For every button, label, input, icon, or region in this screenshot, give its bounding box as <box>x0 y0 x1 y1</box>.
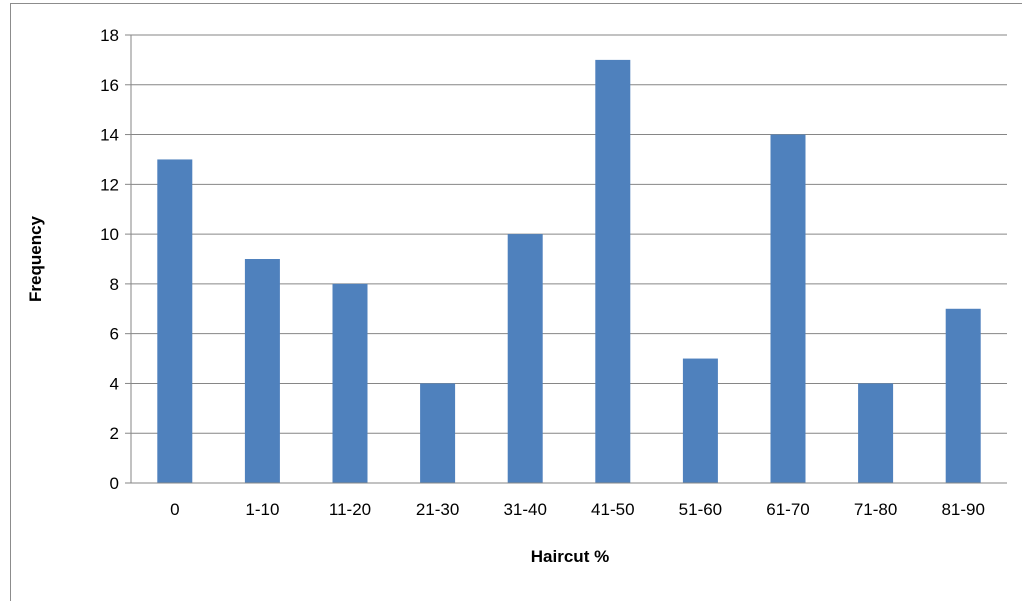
x-tick-label: 0 <box>170 500 179 519</box>
bar-61-70 <box>770 134 806 484</box>
x-tick-label: 11-20 <box>329 500 371 519</box>
y-tick-label: 0 <box>110 474 119 493</box>
y-tick-label: 8 <box>110 275 119 294</box>
y-tick-label: 6 <box>110 325 119 344</box>
bar-1-10 <box>244 259 280 483</box>
y-tick-label: 18 <box>100 26 119 45</box>
bar-31-40 <box>507 234 543 483</box>
bar-81-90 <box>945 308 981 483</box>
x-tick-label: 51-60 <box>679 500 722 519</box>
chart-frame <box>10 3 1022 601</box>
gridlines <box>131 34 1007 434</box>
y-tick-label: 14 <box>100 126 119 145</box>
x-tick-labels: 0 1-10 11-20 21-30 31-40 41-50 51-60 61-70 71-80… <box>170 500 985 519</box>
y-axis-title: Frequency <box>26 215 45 302</box>
x-axis-title: Haircut % <box>531 547 609 566</box>
x-tick-label: 31-40 <box>503 500 546 519</box>
bar-71-80 <box>858 383 894 483</box>
y-tick-label: 4 <box>110 374 119 393</box>
x-tick-label: 81-90 <box>941 500 984 519</box>
y-tick-labels: 0 2 4 6 8 10 12 14 16 18 <box>100 26 119 493</box>
bar-51-60 <box>682 358 718 483</box>
x-tick-label: 1-10 <box>245 500 279 519</box>
y-tick-label: 10 <box>100 225 119 244</box>
bar-21-30 <box>420 383 456 483</box>
bar-11-20 <box>332 283 368 483</box>
bar-41-50 <box>595 59 631 484</box>
bar-0 <box>157 159 193 483</box>
x-tick-label: 71-80 <box>854 500 897 519</box>
y-tick-label: 12 <box>100 175 119 194</box>
x-tick-label: 61-70 <box>766 500 809 519</box>
y-tick-label: 2 <box>110 424 119 443</box>
axes <box>125 34 1007 484</box>
x-tick-label: 41-50 <box>591 500 634 519</box>
x-tick-label: 21-30 <box>416 500 459 519</box>
bars <box>157 59 981 484</box>
y-tick-label: 16 <box>100 76 119 95</box>
